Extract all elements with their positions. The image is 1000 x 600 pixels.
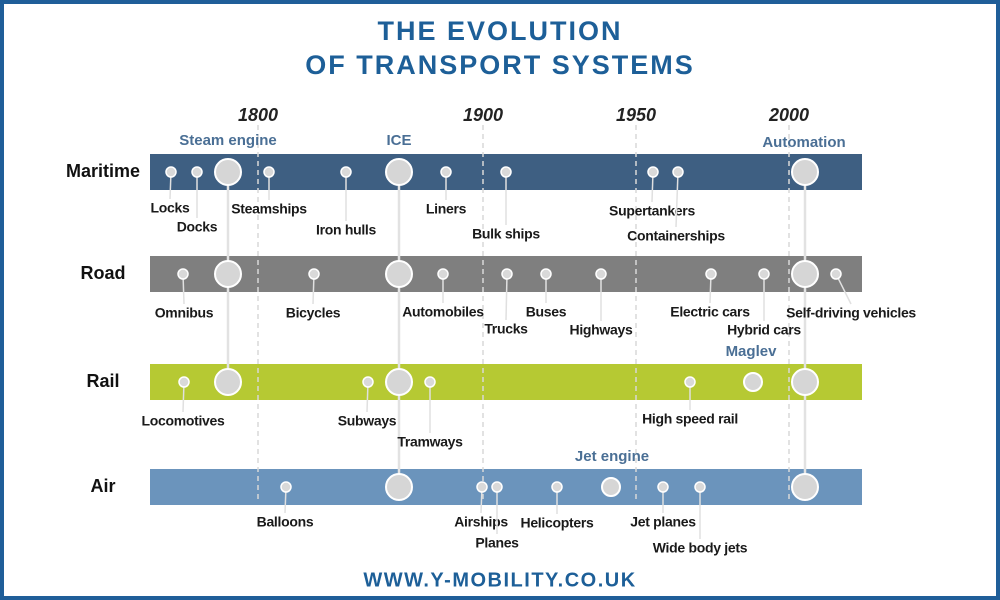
- dot: [476, 481, 488, 493]
- dot: [437, 268, 449, 280]
- dot: [440, 166, 452, 178]
- milestone: [791, 260, 819, 288]
- milestone: [385, 260, 413, 288]
- dot: [280, 481, 292, 493]
- title-line: OF TRANSPORT SYSTEMS: [305, 50, 695, 80]
- dot: [500, 166, 512, 178]
- item-label: Automobiles: [402, 304, 484, 320]
- year-label: 1800: [238, 105, 278, 125]
- dot: [424, 376, 436, 388]
- item-label: Omnibus: [155, 305, 214, 321]
- milestone: [601, 477, 621, 497]
- row-label: Air: [90, 476, 115, 496]
- innovation-label: Steam engine: [179, 132, 277, 149]
- milestone: [385, 473, 413, 501]
- item-label: High speed rail: [642, 411, 738, 427]
- footer: WWW.Y-MOBILITY.CO.UK: [363, 569, 636, 591]
- dot: [177, 268, 189, 280]
- item-label: Tramways: [397, 434, 463, 450]
- dot: [178, 376, 190, 388]
- item-label: Self-driving vehicles: [786, 305, 916, 321]
- row-label: Rail: [86, 371, 119, 391]
- dot: [672, 166, 684, 178]
- leader: [675, 171, 679, 228]
- item-label: Containerships: [627, 228, 725, 244]
- dot: [191, 166, 203, 178]
- item-label: Electric cars: [670, 304, 750, 320]
- dot: [308, 268, 320, 280]
- dot: [362, 376, 374, 388]
- item-label: Hybrid cars: [727, 322, 801, 338]
- row-label: Maritime: [66, 161, 140, 181]
- dot: [657, 481, 669, 493]
- item-label: Jet planes: [630, 514, 696, 530]
- dot: [501, 268, 513, 280]
- title-line: THE EVOLUTION: [377, 16, 622, 46]
- milestone: [214, 368, 242, 396]
- year-label: 2000: [768, 105, 809, 125]
- milestone: [791, 368, 819, 396]
- item-label: Buses: [526, 304, 567, 320]
- dot: [705, 268, 717, 280]
- item-label: Trucks: [484, 321, 528, 337]
- milestone: [385, 368, 413, 396]
- dot: [647, 166, 659, 178]
- milestone: [214, 158, 242, 186]
- item-label: Supertankers: [609, 203, 695, 219]
- leader: [505, 273, 508, 321]
- milestone: [743, 372, 763, 392]
- dot: [758, 268, 770, 280]
- milestone: [214, 260, 242, 288]
- item-label: Airships: [454, 514, 508, 530]
- dot: [595, 268, 607, 280]
- item-label: Docks: [177, 219, 218, 235]
- item-label: Planes: [475, 535, 519, 551]
- innovation-label: ICE: [386, 132, 411, 149]
- item-label: Balloons: [257, 514, 314, 530]
- item-label: Locks: [151, 200, 190, 216]
- innovation-label: Jet engine: [575, 448, 649, 465]
- dot: [263, 166, 275, 178]
- year-label: 1900: [463, 105, 503, 125]
- item-label: Subways: [338, 413, 397, 429]
- item-label: Bicycles: [286, 305, 341, 321]
- band: [150, 469, 862, 505]
- item-label: Wide body jets: [653, 540, 748, 556]
- item-label: Highways: [570, 322, 633, 338]
- dot: [694, 481, 706, 493]
- milestone: [791, 158, 819, 186]
- innovation-label: Automation: [762, 134, 845, 151]
- dot: [491, 481, 503, 493]
- year-label: 1950: [616, 105, 656, 125]
- item-label: Steamships: [231, 201, 307, 217]
- dot: [540, 268, 552, 280]
- innovation-label: Maglev: [726, 343, 778, 360]
- item-label: Locomotives: [141, 413, 225, 429]
- milestone: [385, 158, 413, 186]
- dot: [684, 376, 696, 388]
- dot: [165, 166, 177, 178]
- dot: [551, 481, 563, 493]
- item-label: Bulk ships: [472, 226, 540, 242]
- item-label: Helicopters: [521, 515, 594, 531]
- row-label: Road: [81, 263, 126, 283]
- dot: [830, 268, 842, 280]
- item-label: Iron hulls: [316, 222, 377, 238]
- item-label: Liners: [426, 201, 467, 217]
- milestone: [791, 473, 819, 501]
- dot: [340, 166, 352, 178]
